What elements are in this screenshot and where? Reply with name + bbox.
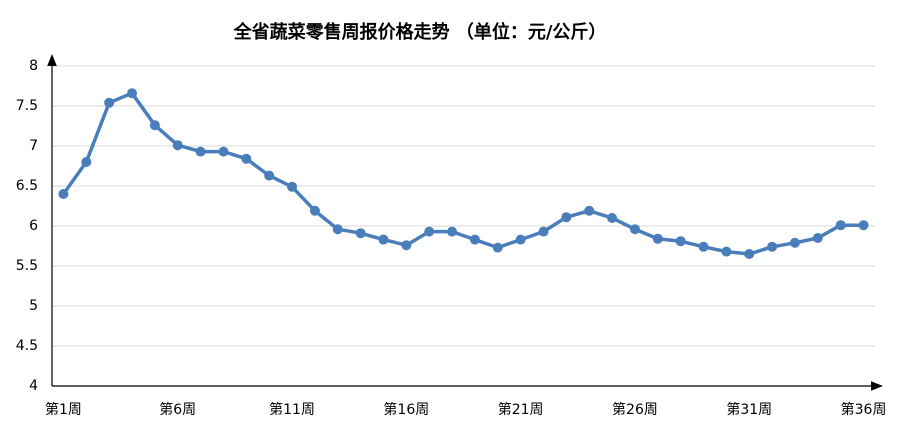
point (858, 220, 869, 231)
x-tick-label: 第36周 (841, 401, 887, 418)
point (607, 213, 618, 223)
point (652, 233, 663, 244)
point (698, 241, 709, 252)
x-tick-label: 第6周 (159, 401, 196, 418)
point (218, 146, 229, 157)
point (127, 88, 138, 99)
point (309, 205, 320, 216)
point (378, 234, 389, 245)
point (721, 246, 732, 257)
point (241, 153, 252, 164)
x-tick-label: 第26周 (612, 401, 658, 418)
point (81, 157, 92, 167)
y-tick-label: 4.5 (16, 338, 38, 354)
point (629, 224, 640, 235)
y-tick-label: 5 (29, 298, 38, 314)
point (58, 189, 69, 199)
point (812, 233, 823, 243)
y-tick-label: 4 (29, 378, 38, 394)
x-tick-label: 第31周 (726, 401, 772, 418)
point (538, 226, 549, 237)
y-tick-label: 5.5 (16, 258, 38, 274)
point (424, 226, 435, 237)
y-tick-label: 8 (29, 58, 38, 74)
point (835, 220, 846, 231)
point (104, 97, 115, 108)
point (675, 236, 686, 247)
point (515, 234, 526, 245)
point (401, 240, 412, 251)
x-tick-label: 第16周 (383, 401, 429, 418)
point (767, 241, 778, 252)
point (355, 228, 366, 239)
point (744, 249, 755, 259)
point (492, 242, 503, 253)
point (195, 146, 206, 157)
y-tick-label: 7 (29, 138, 38, 154)
point (287, 181, 298, 192)
x-tick-label: 第21周 (498, 401, 544, 418)
point (332, 224, 343, 235)
y-tick-label: 6 (29, 218, 38, 234)
x-tick-label: 第11周 (269, 401, 315, 418)
point (172, 140, 183, 151)
point (789, 237, 800, 248)
y-tick-label: 6.5 (16, 178, 38, 194)
line (62, 91, 864, 256)
point (264, 170, 275, 181)
point (447, 226, 458, 237)
point (149, 120, 160, 131)
point (561, 212, 572, 223)
point (584, 205, 595, 216)
chart-title: 全省蔬菜零售周报价格走势 （单位：元/公斤） (233, 21, 607, 43)
x-tick-label: 第1周 (45, 401, 82, 418)
point (469, 234, 480, 245)
y-tick-label: 7.5 (16, 98, 38, 114)
